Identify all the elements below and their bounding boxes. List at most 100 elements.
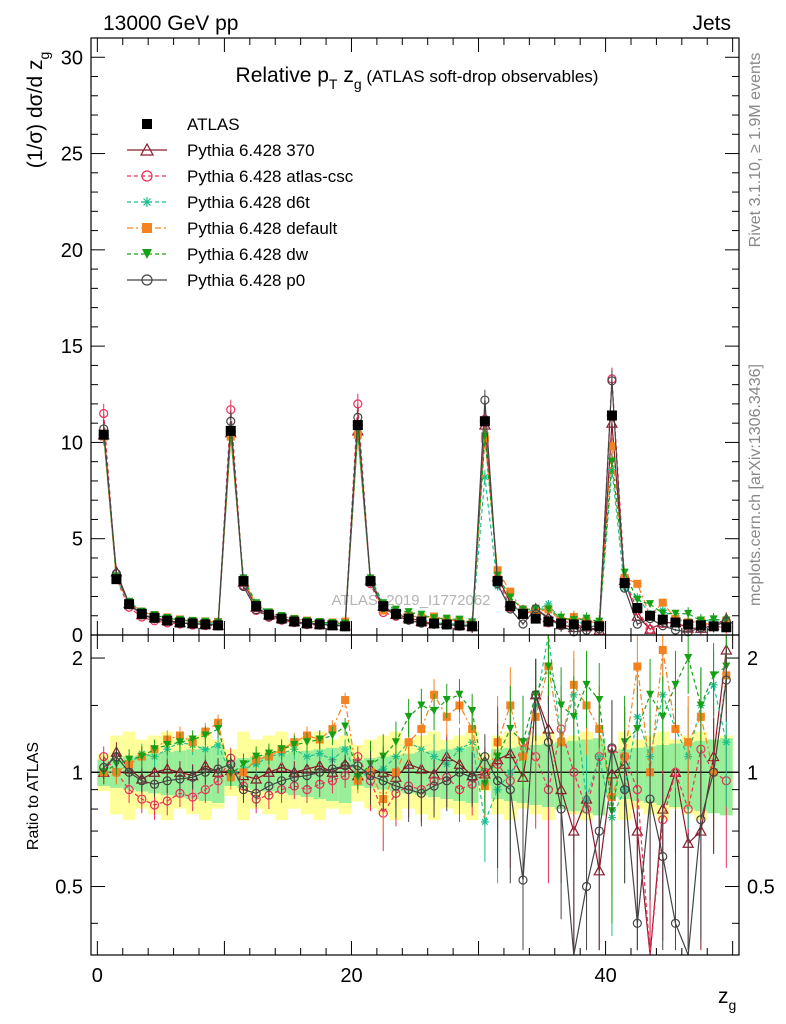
main-point-d6t <box>480 473 489 482</box>
legend: ATLAS Pythia 6.428 370 Pythia 6.428 atlas-… <box>127 115 354 290</box>
ratio-point-dw <box>684 654 693 663</box>
ratio-point-atlas-csc <box>162 796 172 806</box>
atlas-point <box>289 616 300 627</box>
energy-label: 13000 GeV pp <box>103 12 238 35</box>
ratio-point-p0 <box>175 774 185 784</box>
main-point-dw <box>404 608 413 617</box>
main-point-dw <box>658 609 667 618</box>
atlas-point <box>619 578 630 589</box>
x-tick-label: 0 <box>92 965 103 987</box>
ratio-point-p0 <box>162 776 172 786</box>
atlas-point <box>162 615 173 626</box>
ratio-point-dw <box>569 712 578 721</box>
main-y-tick-label: 20 <box>61 240 83 262</box>
main-point-dw <box>684 609 693 618</box>
ratio-point-atlas-csc <box>149 800 160 810</box>
ratio-point-p0 <box>632 918 642 928</box>
ratio-y-tick-label: 0.5 <box>55 877 83 899</box>
title-rest: (ATLAS soft-drop observables) <box>362 67 599 86</box>
main-point-dw <box>442 614 451 623</box>
ratio-point-d6t <box>214 740 223 749</box>
ratio-point-dw <box>404 712 413 721</box>
title-mid: z <box>337 64 353 87</box>
ratio-point-dw <box>290 740 299 749</box>
ratio-line-p0 <box>103 679 727 956</box>
main-point-default <box>493 566 502 575</box>
main-point-p0 <box>480 395 490 405</box>
ratio-point-dw <box>430 707 439 716</box>
ratio-y-tick-label: 2 <box>72 648 83 670</box>
main-point-p0 <box>226 416 236 426</box>
ratio-point-dw <box>468 707 477 716</box>
atlas-point <box>378 601 389 612</box>
ratio-point-d6t <box>201 745 210 754</box>
main-point-dw <box>620 568 629 577</box>
atlas-point <box>213 620 224 631</box>
ratio-point-dw <box>391 738 400 747</box>
atlas-point <box>327 620 338 631</box>
main-panel: 0 5 10 15 20 25 30 <box>61 37 739 647</box>
main-point-p0 <box>607 376 617 386</box>
ratio-point-dw <box>125 755 134 764</box>
atlas-point <box>581 620 592 631</box>
ratio-point-p0 <box>238 785 249 795</box>
ratio-point-atlas-csc <box>200 785 210 795</box>
atlas-point <box>276 613 287 624</box>
legend-marker-5 <box>142 249 152 259</box>
ratio-point-dw <box>480 780 489 789</box>
mcplots-label: mcplots.cern.ch [arXiv:1306.3436] <box>747 364 764 606</box>
atlas-point <box>429 618 440 629</box>
main-point-dw <box>430 614 439 623</box>
atlas-point <box>403 613 414 624</box>
atlas-point <box>683 619 694 630</box>
ratio-point-d6t <box>722 738 731 747</box>
main-point-default <box>658 598 667 607</box>
ratio-frame <box>90 634 740 956</box>
main-point-default <box>506 587 515 596</box>
atlas-point <box>124 599 135 610</box>
title-sub-t: T <box>329 76 338 92</box>
main-y-tick-label: 25 <box>61 144 83 166</box>
ratio-y-tick-label-right: 1 <box>747 762 758 784</box>
title-sub-g: g <box>354 76 362 92</box>
legend-marker-2 <box>141 170 153 182</box>
ratio-ylabel: Ratio to ATLAS <box>25 742 42 850</box>
ratio-point-d6t <box>341 745 350 754</box>
main-point-dw <box>671 609 680 618</box>
ratio-point-p0 <box>442 776 452 786</box>
ratio-point-p0 <box>721 675 731 685</box>
ratio-point-dw <box>519 738 527 747</box>
ratio-point-dw <box>137 752 146 761</box>
main-point-atlas-csc <box>99 408 109 419</box>
legend-label-0: ATLAS <box>187 115 240 134</box>
main-y-tick-label: 10 <box>61 432 83 454</box>
ratio-point-p0 <box>188 772 198 782</box>
ratio-panel: 0.5 0.51 12 20 20 40 <box>55 634 775 987</box>
main-ylabel-text: (1/σ) dσ/d z <box>24 60 47 169</box>
ratio-point-dw <box>506 725 515 734</box>
main-ylabel-sub: g <box>36 52 52 60</box>
ratio-point-p0 <box>378 776 388 786</box>
ratio-y-tick-label-right: 2 <box>747 648 758 670</box>
atlas-point <box>454 620 465 631</box>
ratio-point-atlas-csc <box>124 785 134 795</box>
ratio-point-p0 <box>200 767 210 777</box>
legend-label-6: Pythia 6.428 p0 <box>187 271 305 290</box>
ratio-point-dw <box>303 738 311 747</box>
ratio-point-p0 <box>581 881 592 892</box>
atlas-point <box>136 608 147 619</box>
atlas-point <box>340 621 351 632</box>
ratio-point-p0 <box>658 851 668 862</box>
ratio-point-p0 <box>302 771 312 781</box>
main-point-dw <box>709 615 718 624</box>
ratio-point-dw <box>646 690 655 699</box>
main-point-atlas-csc <box>353 399 363 409</box>
atlas-point <box>467 621 478 632</box>
ratio-point-d6t <box>480 817 489 826</box>
ratio-point-p0 <box>480 751 490 762</box>
ratio-point-default <box>404 738 413 747</box>
atlas-point <box>492 576 503 587</box>
atlas-point <box>721 622 732 633</box>
ratio-point-d6t <box>430 752 439 761</box>
ratio-line-d6t <box>103 634 727 825</box>
